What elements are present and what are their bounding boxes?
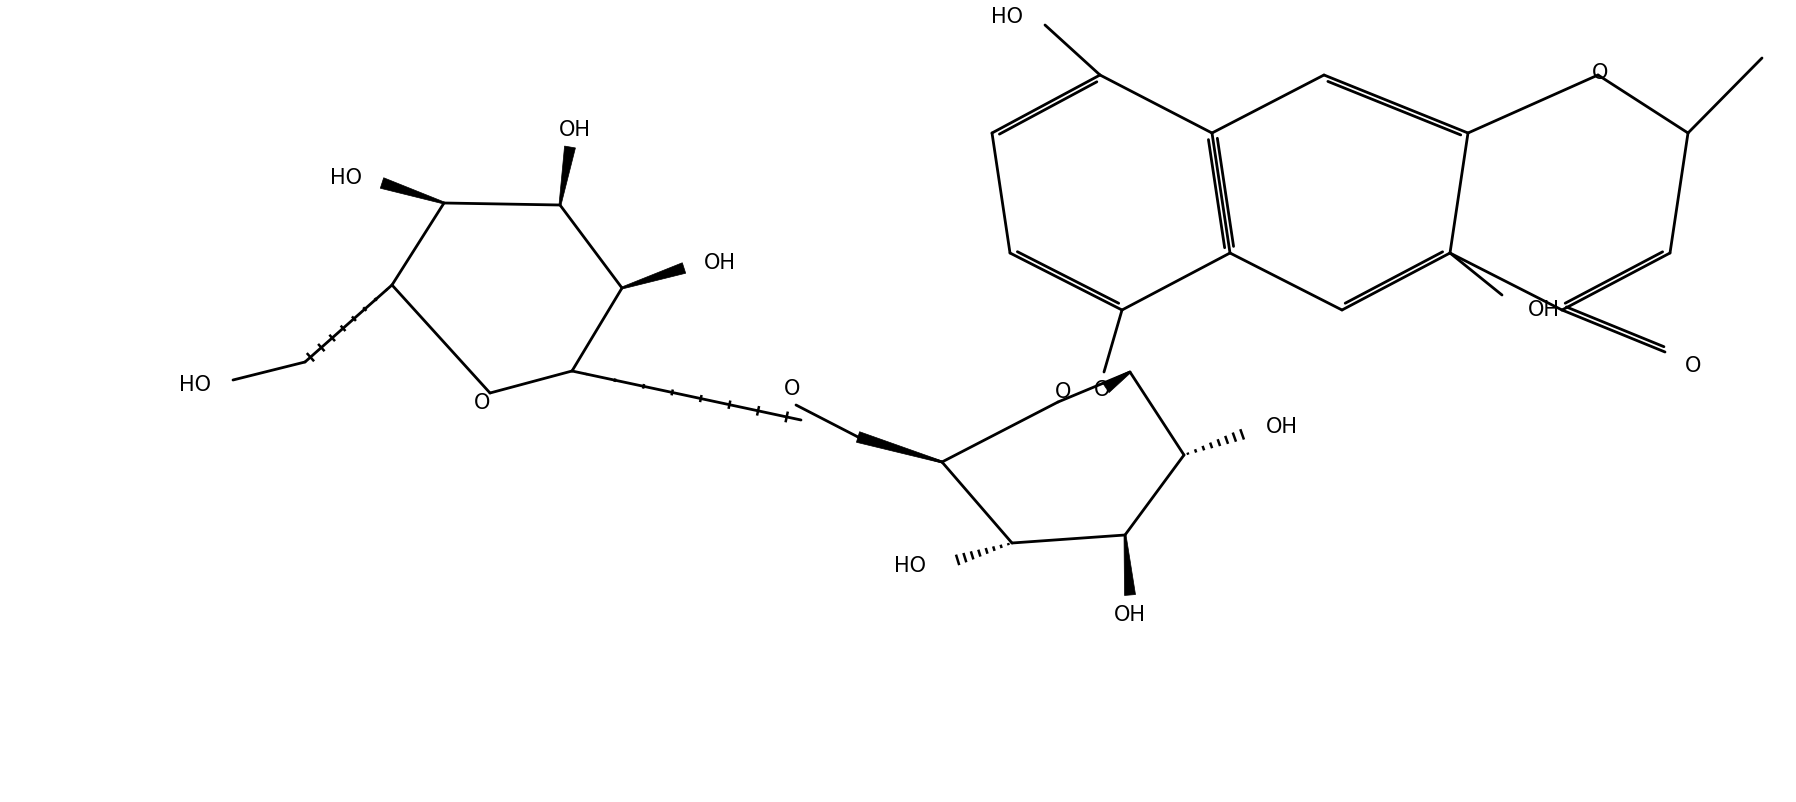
Text: O: O <box>1054 382 1070 402</box>
Text: OH: OH <box>559 120 591 140</box>
Text: O: O <box>474 393 490 413</box>
Text: HO: HO <box>180 375 210 395</box>
Text: O: O <box>1094 380 1110 400</box>
Polygon shape <box>1103 371 1130 392</box>
Text: O: O <box>1591 63 1607 83</box>
Text: O: O <box>1685 356 1701 376</box>
Polygon shape <box>857 431 943 463</box>
Polygon shape <box>559 146 575 205</box>
Text: O: O <box>783 379 801 399</box>
Text: OH: OH <box>1114 605 1146 625</box>
Text: OH: OH <box>704 253 736 273</box>
Text: HO: HO <box>991 7 1024 27</box>
Text: OH: OH <box>1266 417 1299 437</box>
Text: HO: HO <box>894 556 927 576</box>
Polygon shape <box>621 263 686 289</box>
Text: OH: OH <box>1528 300 1561 320</box>
Text: HO: HO <box>330 168 363 188</box>
Polygon shape <box>1124 535 1135 595</box>
Polygon shape <box>381 178 444 204</box>
